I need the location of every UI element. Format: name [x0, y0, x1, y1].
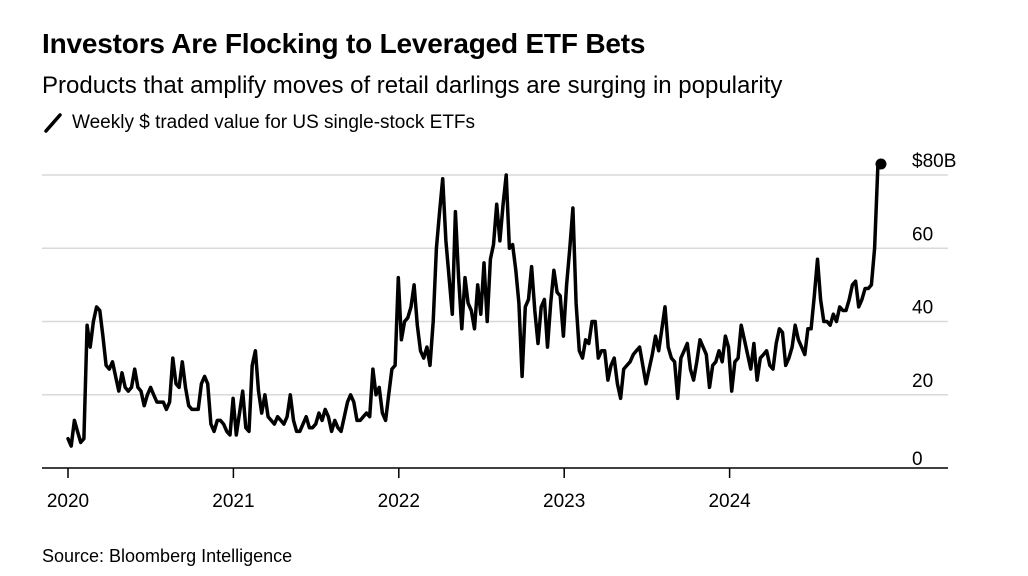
chart-title: Investors Are Flocking to Leveraged ETF … — [42, 28, 646, 59]
legend-line-swatch — [44, 113, 62, 133]
chart-subtitle: Products that amplify moves of retail da… — [42, 72, 783, 99]
x-tick-label: 2024 — [708, 491, 751, 512]
y-axis-ticks: 0 20 40 60 $80B — [912, 151, 956, 470]
x-tick-label: 2021 — [212, 491, 254, 512]
legend-label: Weekly $ traded value for US single-stoc… — [72, 112, 476, 133]
x-axis: 2020 2021 2022 2023 2024 — [42, 467, 948, 512]
legend: Weekly $ traded value for US single-stoc… — [42, 112, 475, 134]
x-tick-label: 2022 — [378, 491, 420, 512]
y-tick-label: 0 — [912, 449, 923, 470]
source-note: Source: Bloomberg Intelligence — [42, 546, 293, 566]
series-end-point — [875, 158, 887, 170]
series-line — [66, 162, 883, 448]
y-tick-label: $80B — [912, 151, 956, 172]
gridlines — [42, 174, 948, 396]
series-group — [66, 158, 887, 448]
y-tick-label: 60 — [912, 224, 933, 245]
y-tick-label: 20 — [912, 371, 933, 392]
x-tick-label: 2020 — [47, 491, 89, 512]
x-tick-label: 2023 — [543, 491, 585, 512]
y-tick-label: 40 — [912, 298, 933, 319]
